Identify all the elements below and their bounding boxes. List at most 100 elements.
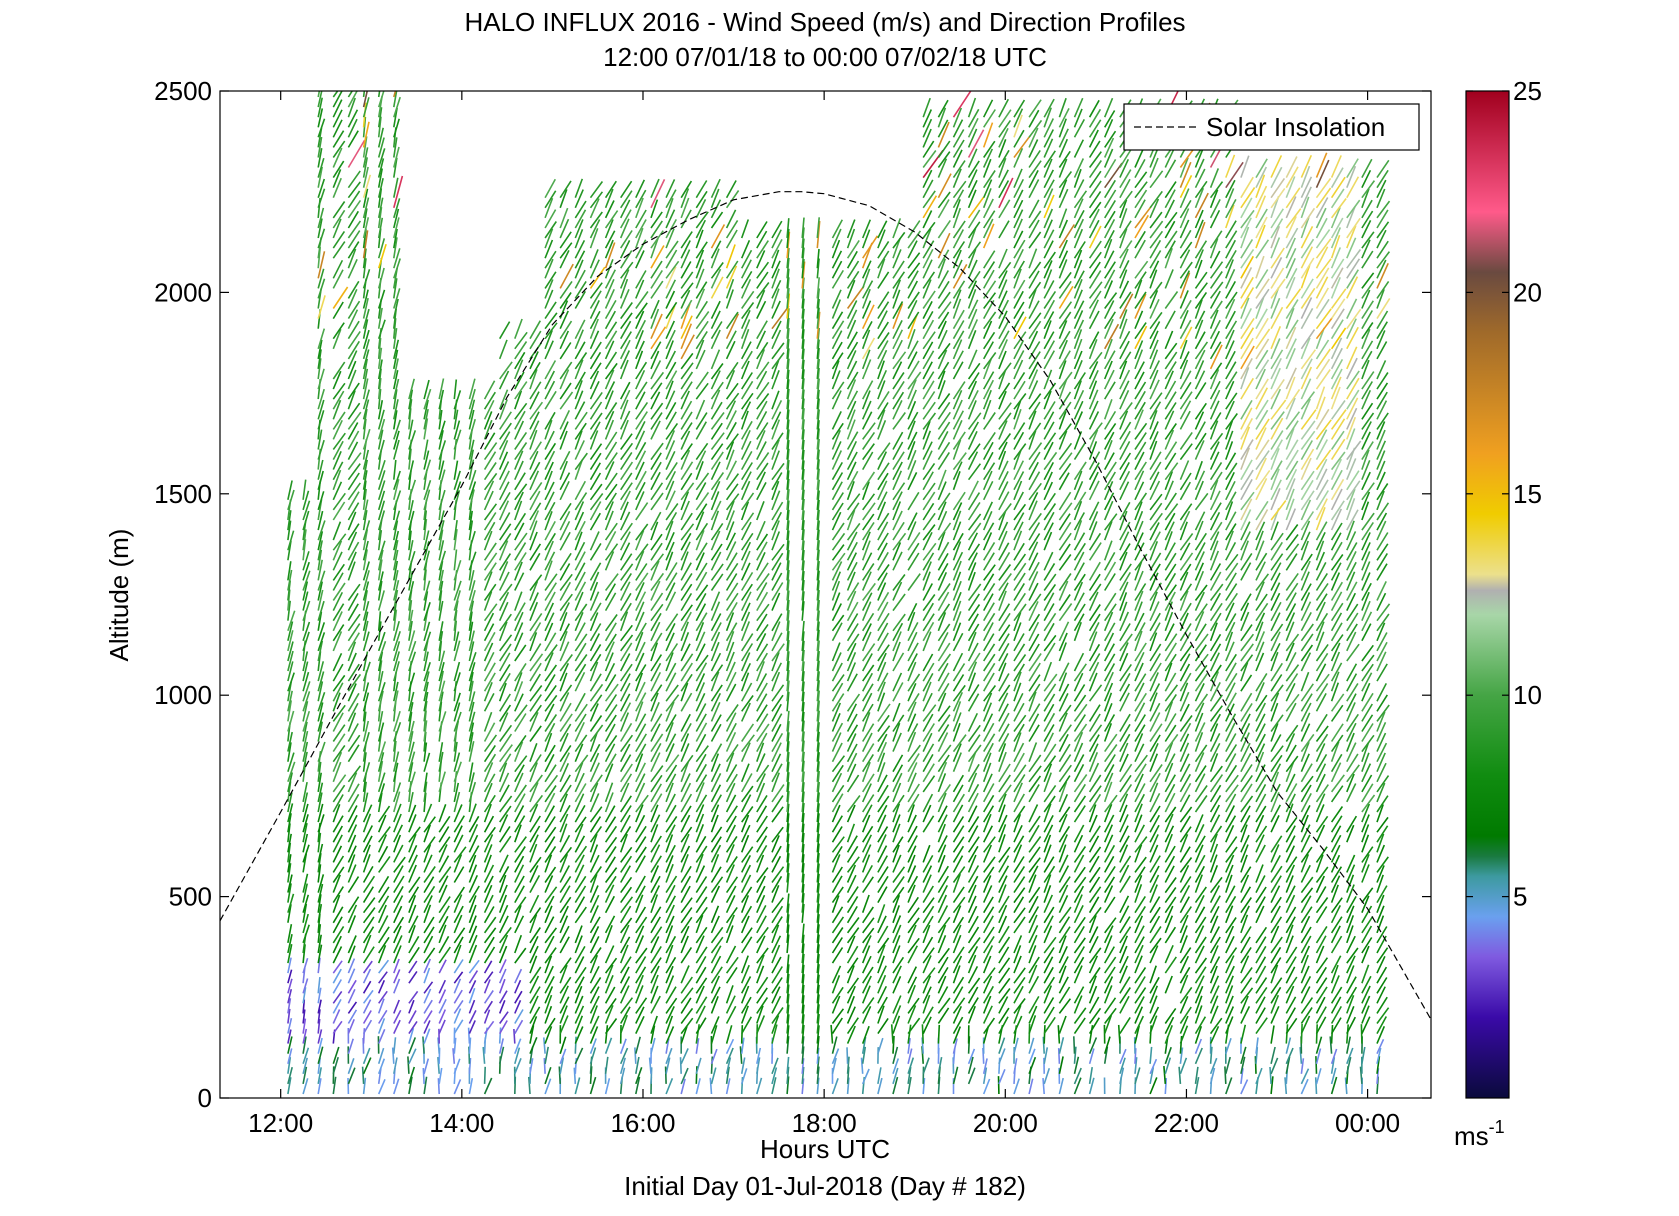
wind-arrow (604, 925, 613, 944)
wind-arrow (741, 785, 754, 803)
wind-arrow (619, 1057, 626, 1075)
wind-arrow (619, 501, 629, 521)
wind-arrow (650, 560, 660, 581)
wind-arrow (529, 673, 541, 692)
wind-arrow (710, 773, 722, 793)
wind-arrow (529, 704, 542, 722)
wind-arrow (665, 266, 677, 289)
wind-arrow (302, 741, 309, 762)
wind-arrow (453, 702, 461, 722)
wind-arrow (514, 632, 524, 652)
wind-arrow (423, 772, 428, 793)
wind-arrow (559, 630, 568, 652)
wind-arrow (680, 249, 691, 269)
wind-arrow (287, 978, 293, 994)
wind-arrow (725, 311, 739, 330)
wind-arrow (317, 429, 323, 450)
wind-arrow (574, 611, 584, 632)
wind-arrow (725, 180, 737, 199)
wind-arrow (362, 854, 371, 873)
wind-arrow (332, 845, 343, 863)
wind-arrow (362, 907, 376, 924)
wind-arrow (393, 620, 400, 642)
wind-arrow (362, 459, 368, 480)
wind-arrow (393, 589, 399, 611)
wind-arrow (574, 452, 588, 471)
wind-arrow (483, 662, 496, 682)
wind-arrow (695, 914, 704, 934)
wind-arrow (332, 99, 343, 118)
wind-arrow (483, 1009, 491, 1024)
wind-arrow (317, 874, 325, 893)
wind-arrow (620, 722, 633, 742)
wind-arrow (1149, 1025, 1152, 1044)
wind-arrow (332, 91, 339, 98)
wind-arrow (483, 571, 493, 591)
wind-arrow (302, 570, 311, 591)
wind-arrow (378, 805, 391, 823)
wind-arrow (589, 370, 600, 390)
wind-arrow (544, 792, 556, 813)
wind-arrow (650, 1067, 653, 1084)
wind-arrow (287, 1029, 292, 1044)
wind-arrow (664, 1066, 667, 1084)
wind-arrow (544, 632, 557, 652)
wind-arrow (347, 511, 357, 531)
wind-arrow (362, 620, 369, 641)
wind-arrow (620, 190, 633, 209)
wind-arrow (302, 1057, 308, 1074)
wind-arrow (574, 341, 586, 360)
wind-arrow (710, 412, 725, 430)
wind-arrow (680, 965, 690, 984)
wind-arrow (665, 824, 676, 843)
wind-arrow (650, 783, 662, 803)
wind-arrow (423, 621, 431, 642)
wind-arrow (287, 530, 295, 551)
wind-arrow (650, 844, 661, 863)
wind-arrow (317, 295, 326, 319)
wind-arrow (725, 844, 735, 863)
wind-arrow (393, 278, 398, 299)
wind-arrow (423, 489, 431, 511)
wind-arrow (287, 610, 296, 632)
wind-arrow (317, 1046, 324, 1065)
wind-arrow (347, 915, 357, 934)
wind-arrow (529, 481, 543, 501)
wind-arrow (437, 1057, 440, 1074)
wind-arrow (665, 490, 676, 511)
wind-arrow (468, 915, 477, 934)
wind-arrow (680, 482, 695, 501)
wind-arrow (438, 630, 444, 652)
wind-arrow (559, 552, 572, 571)
wind-arrow (408, 876, 421, 894)
wind-arrow (453, 1037, 457, 1054)
wind-arrow (499, 422, 512, 440)
wind-arrow (710, 814, 719, 833)
wind-arrow (695, 412, 708, 430)
wind-arrow (332, 979, 342, 994)
wind-arrow (362, 999, 372, 1014)
wind-arrow (544, 722, 556, 742)
wind-arrow (317, 883, 324, 903)
wind-arrow (574, 209, 587, 229)
wind-arrow (680, 541, 691, 561)
wind-arrow (317, 692, 326, 712)
wind-arrow (604, 219, 614, 239)
wind-arrow (589, 211, 603, 229)
wind-arrow (543, 1058, 546, 1074)
wind-arrow (483, 672, 496, 692)
wind-arrow (317, 934, 322, 954)
wind-arrow (635, 421, 646, 440)
wind-arrow (695, 542, 708, 561)
wind-arrow (574, 501, 585, 521)
wind-arrow (740, 824, 751, 843)
wind-arrow (544, 1078, 552, 1095)
wind-arrow (574, 935, 583, 954)
wind-arrow (362, 197, 370, 219)
wind-arrow (650, 894, 659, 913)
wind-arrow (619, 944, 629, 964)
wind-arrow (317, 410, 325, 430)
wind-arrow (498, 894, 508, 913)
wind-arrow (362, 989, 374, 1004)
wind-arrow (620, 312, 633, 330)
